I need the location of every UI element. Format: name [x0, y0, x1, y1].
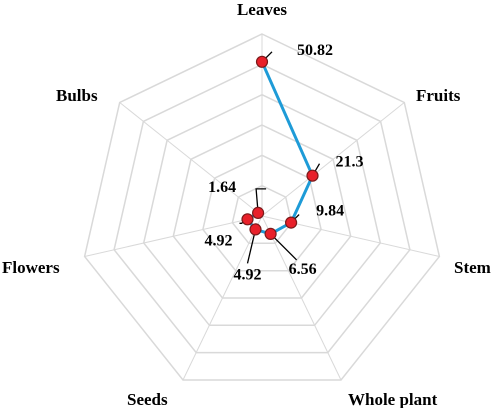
data-point-marker: [306, 169, 319, 182]
series-markers: [241, 55, 319, 240]
value-label: 1.64: [208, 179, 236, 196]
radar-spokes: [84, 34, 440, 381]
grid-spoke: [261, 215, 342, 381]
grid-spoke: [119, 102, 263, 217]
grid-spoke: [261, 102, 405, 217]
data-point-marker: [241, 213, 254, 226]
grid-spoke: [84, 215, 263, 257]
axis-label-whole-plant: Whole plant: [348, 390, 438, 408]
axis-label-stem: Stem: [454, 258, 491, 277]
value-label: 21.3: [336, 154, 364, 171]
axis-label-bulbs: Bulbs: [56, 86, 98, 105]
data-point-marker: [255, 55, 269, 68]
radar-grid: [83, 33, 441, 381]
grid-ring: [83, 33, 441, 381]
axis-label-flowers: Flowers: [2, 258, 60, 277]
axis-label-leaves: Leaves: [237, 0, 287, 19]
axis-label-fruits: Fruits: [416, 86, 461, 105]
axis-label-seeds: Seeds: [127, 390, 168, 408]
data-point-marker: [249, 223, 262, 236]
grid-ring: [202, 154, 322, 272]
value-label: 6.56: [289, 261, 317, 278]
grid-ring: [172, 124, 352, 299]
label-leader-line: [270, 233, 298, 261]
value-label: 4.92: [234, 266, 262, 283]
value-label: 4.92: [205, 232, 233, 249]
value-label: 50.82: [297, 42, 333, 59]
label-leader-line: [255, 188, 267, 213]
data-point-marker: [252, 206, 265, 219]
value-label: 9.84: [316, 203, 344, 220]
data-point-marker: [285, 216, 298, 229]
grid-ring: [113, 63, 411, 354]
grid-spoke: [182, 215, 263, 381]
data-point-marker: [264, 227, 277, 240]
value-labels: 50.82 21.3 9.84 6.56 4.924.92 1.64: [205, 42, 364, 284]
grid-ring: [231, 184, 293, 245]
grid-ring: [142, 93, 382, 327]
